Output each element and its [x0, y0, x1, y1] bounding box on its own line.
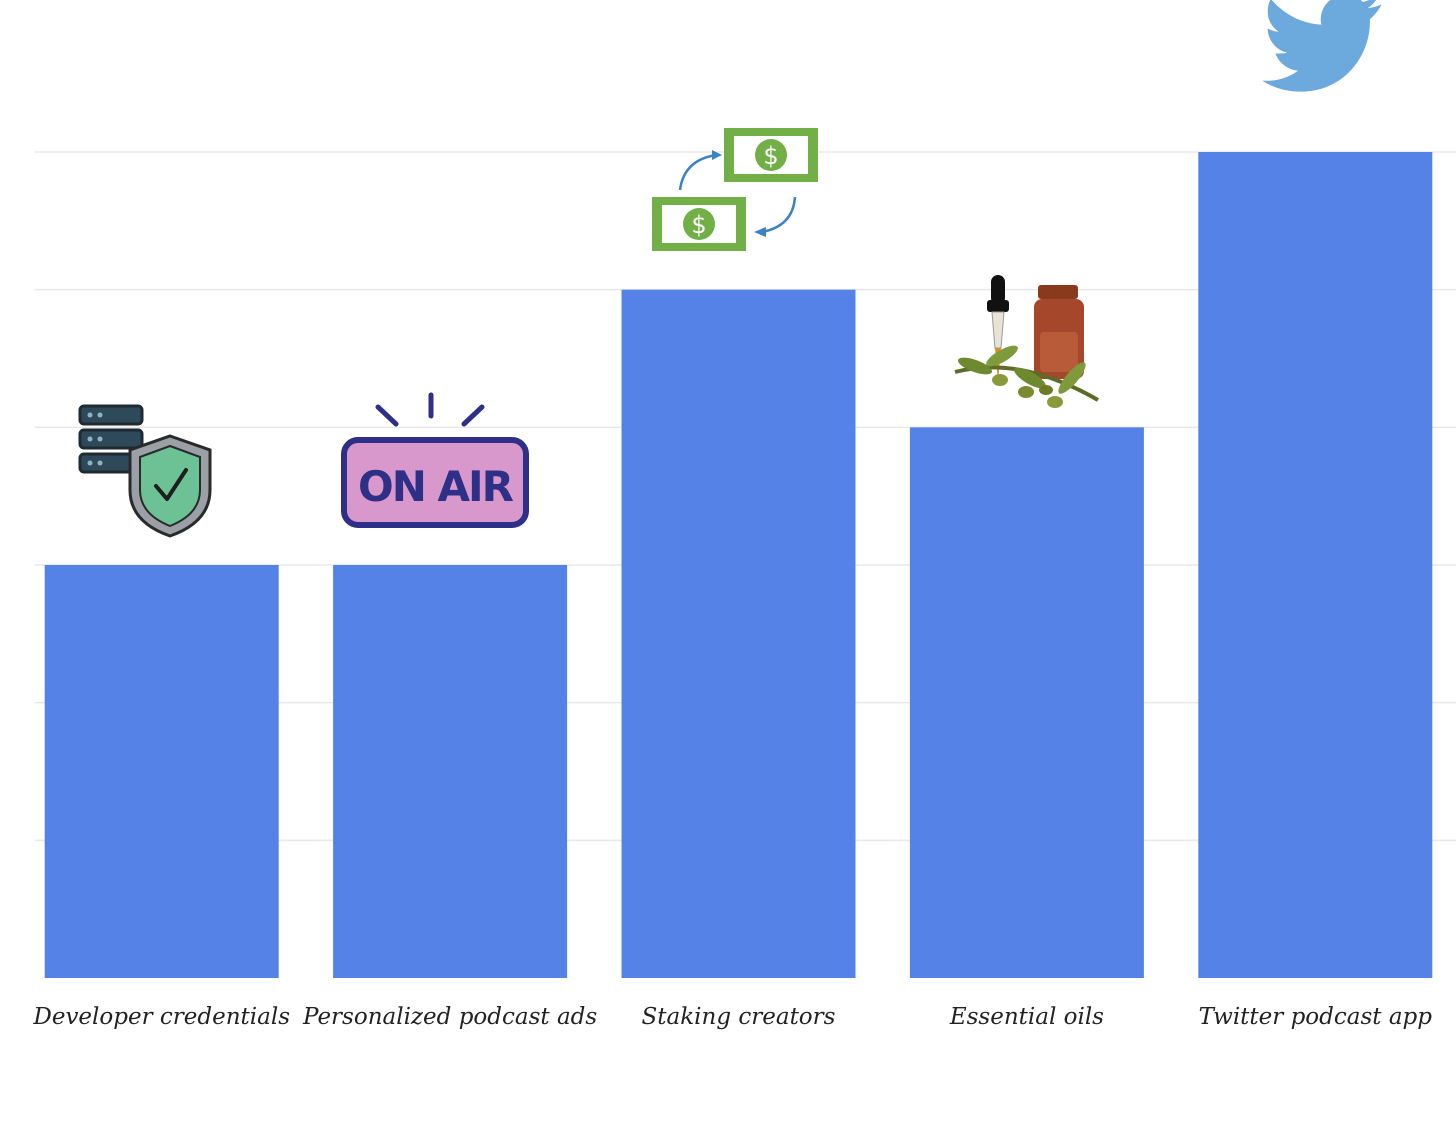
twitter-bird-icon — [1262, 0, 1382, 92]
bar-staking-creators — [621, 289, 856, 979]
bars — [44, 152, 1433, 979]
category-label: Developer credentials — [32, 1004, 290, 1030]
category-label: Staking creators — [642, 1004, 836, 1030]
dollar-symbol: $ — [691, 211, 706, 239]
category-label: Twitter podcast app — [1199, 1004, 1433, 1030]
bar-developer-credentials — [44, 565, 279, 978]
bar-twitter-podcast-app — [1198, 152, 1433, 978]
essential-oil-bottle-icon — [954, 275, 1099, 408]
on-air-sign-icon: ON AIR — [341, 392, 529, 528]
category-label: Personalized podcast ads — [302, 1004, 597, 1030]
bar-essential-oils — [909, 427, 1144, 978]
bar-personalized-podcast-ads — [333, 565, 568, 978]
money-exchange-icon: $ $ — [652, 128, 818, 251]
category-labels: Developer credentials Personalized podcas… — [32, 1004, 1432, 1030]
dollar-symbol: $ — [763, 142, 778, 170]
category-label: Essential oils — [949, 1004, 1104, 1030]
server-shield-icon — [78, 404, 212, 538]
on-air-text: ON AIR — [358, 462, 514, 511]
